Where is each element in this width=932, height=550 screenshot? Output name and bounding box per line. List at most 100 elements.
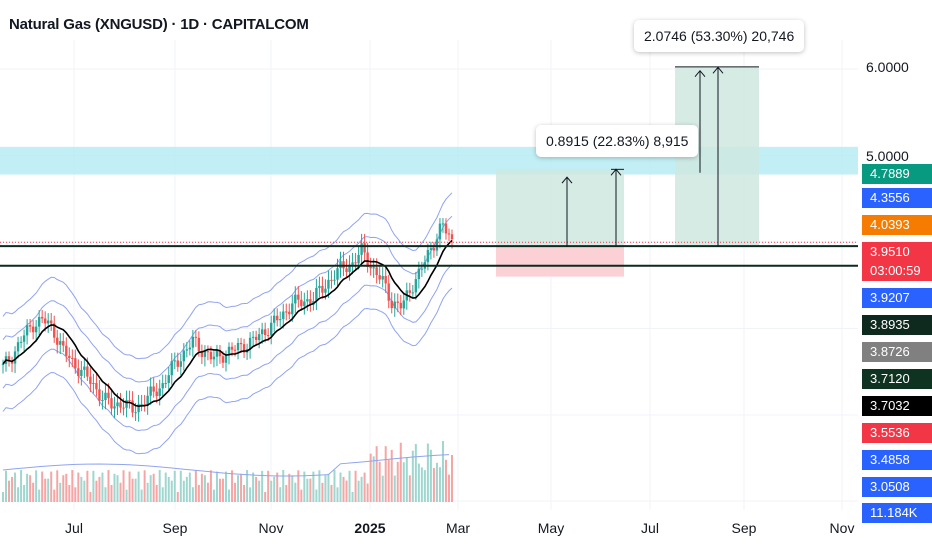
volume-bars	[2, 440, 453, 502]
candle-body	[414, 279, 418, 293]
volume-bar	[140, 489, 143, 502]
candle-body	[339, 261, 342, 269]
price-badge: 3.7120	[862, 369, 932, 389]
candle-body	[381, 275, 384, 280]
candle-body	[375, 267, 378, 276]
volume-bar	[32, 482, 35, 502]
candle-body	[300, 299, 303, 307]
volume-bar	[206, 482, 209, 502]
candle-body	[68, 355, 71, 359]
candle-body	[167, 375, 170, 384]
candle-body	[336, 268, 339, 280]
candle-body	[221, 356, 225, 363]
candle-body	[254, 336, 258, 341]
volume-bar	[429, 449, 432, 502]
volume-bar	[282, 470, 285, 502]
candle-body	[369, 266, 372, 269]
candle-body	[363, 243, 366, 253]
volume-bar	[333, 470, 336, 502]
candle-body	[152, 386, 155, 392]
candle-body	[179, 361, 182, 367]
volume-bar	[80, 476, 83, 502]
target-1-zone[interactable]	[496, 169, 624, 247]
price-badge: 03:00:59	[862, 261, 932, 281]
volume-bar	[249, 487, 252, 502]
volume-bar	[86, 470, 89, 502]
volume-bar	[191, 487, 194, 502]
volume-bar	[122, 470, 125, 502]
volume-bar	[420, 467, 423, 502]
volume-bar	[270, 480, 273, 502]
candle-body	[450, 234, 454, 240]
volume-bar	[393, 475, 396, 502]
candle-body	[47, 320, 50, 324]
candle-body	[372, 267, 375, 269]
candle-body	[104, 392, 107, 401]
volume-bar	[447, 474, 450, 502]
candle-body	[28, 325, 32, 327]
volume-bar	[47, 478, 50, 502]
price-badge: 3.8726	[862, 342, 932, 362]
candle-body	[387, 283, 390, 301]
volume-bar	[113, 473, 116, 502]
candle-body	[161, 383, 164, 389]
volume-bar	[185, 476, 188, 502]
candle-body	[393, 301, 396, 309]
volume-bar	[35, 470, 38, 502]
volume-bar	[176, 491, 179, 502]
candle-body	[297, 294, 300, 300]
candle-body	[411, 292, 415, 294]
measure-tooltip-2[interactable]: 2.0746 (53.30%) 20,746	[634, 20, 805, 52]
candle-body	[86, 366, 89, 377]
candle-body	[34, 326, 38, 333]
candle-body	[92, 383, 95, 385]
volume-bar	[77, 472, 80, 502]
volume-bar	[209, 470, 212, 502]
candle-body	[10, 361, 14, 364]
candle-body	[206, 351, 210, 353]
volume-bar	[321, 482, 324, 502]
volume-bar	[62, 475, 65, 502]
volume-bar	[116, 475, 119, 502]
candle-body	[279, 319, 282, 321]
candle-body	[330, 279, 333, 281]
candle-body	[170, 361, 173, 376]
volume-bar	[65, 473, 68, 502]
volume-bar	[378, 461, 381, 502]
volume-bar	[387, 459, 390, 502]
volume-bar	[435, 462, 438, 502]
volume-bar	[381, 475, 384, 502]
candle-body	[98, 389, 101, 401]
volume-bar	[8, 480, 11, 502]
volume-bar	[56, 470, 59, 502]
candle-body	[209, 351, 213, 360]
volume-bar	[95, 480, 98, 502]
volume-bar	[212, 489, 215, 502]
volume-bar	[194, 470, 197, 502]
volume-bar	[297, 470, 300, 502]
measure-tooltip-1[interactable]: 0.8915 (22.83%) 8,915	[536, 125, 699, 157]
candle-body	[113, 406, 116, 409]
volume-bar	[158, 470, 161, 502]
price-badge: 4.7889	[862, 164, 932, 184]
volume-bar	[399, 442, 402, 502]
candle-body	[194, 336, 198, 338]
measure-arrow-head	[694, 69, 706, 78]
candle-body	[203, 351, 207, 357]
candle-body	[53, 323, 56, 338]
volume-bar	[53, 489, 56, 502]
moving-average-line	[2, 239, 453, 408]
volume-bar	[182, 480, 185, 502]
candle-body	[37, 316, 41, 327]
candle-body	[408, 290, 412, 293]
candle-body	[315, 287, 318, 302]
volume-bar	[83, 480, 86, 502]
volume-bar	[137, 471, 140, 502]
volume-bar	[396, 461, 399, 502]
volume-bar	[438, 467, 441, 502]
candle-body	[438, 223, 442, 240]
time-label-nov: Nov	[258, 520, 284, 536]
stop-loss-zone[interactable]	[496, 246, 624, 277]
volume-bar	[143, 470, 146, 502]
